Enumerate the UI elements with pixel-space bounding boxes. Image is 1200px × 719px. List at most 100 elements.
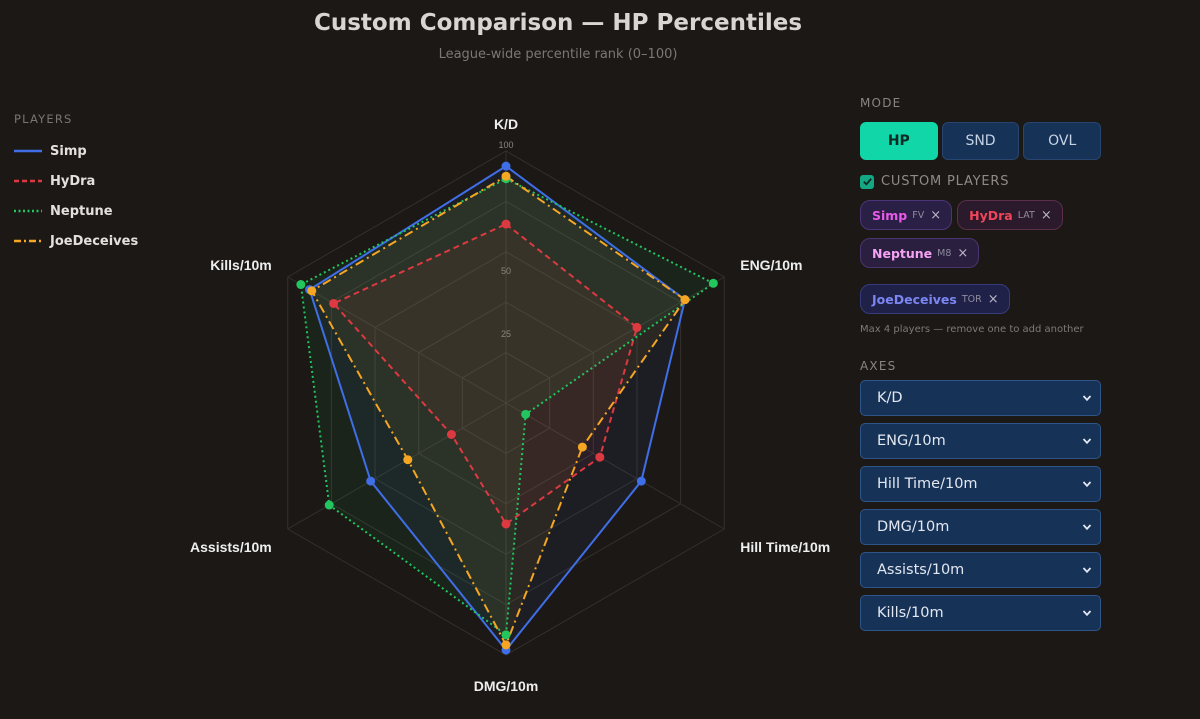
legend-item-joedeceives[interactable]: JoeDeceives (14, 226, 138, 256)
radar-chart: 25 50 100 K/D ENG/10m Hill Time/10m DMG/10m Ass… (190, 116, 830, 694)
chip-player-name: JoeDeceives (872, 291, 957, 307)
chip-team-tag: LAT (1017, 209, 1035, 221)
player-chip-hydra: HyDra LAT × (957, 200, 1063, 230)
data-point-neptune-2[interactable] (708, 278, 718, 288)
player-chip-neptune: Neptune M8 × (860, 238, 980, 268)
player-chips: Simp FV × HyDra LAT × Neptune M8 × JoeDe… (860, 200, 1101, 314)
chip-team-tag: TOR (961, 293, 982, 305)
legend-swatch-joedeceives (14, 239, 42, 243)
chevron-down-icon (1082, 438, 1092, 445)
mode-button-hp[interactable]: HP (860, 122, 938, 160)
radar-areas (300, 166, 714, 650)
grid-spoke-6 (287, 276, 507, 404)
chevron-down-icon (1082, 481, 1092, 488)
axis-label-1: K/D (494, 116, 518, 132)
mode-toggle-group: HP SND OVL (860, 122, 1102, 160)
axis-select-value: Hill Time/10m (877, 476, 978, 492)
custom-players-toggle[interactable]: CUSTOM PLAYERS (860, 174, 1101, 189)
data-point-hydra-2[interactable] (632, 322, 642, 332)
axis-select-1[interactable]: K/D (860, 380, 1101, 416)
chip-team-tag: M8 (937, 247, 952, 259)
data-point-neptune-3[interactable] (521, 409, 531, 419)
axis-select-value: DMG/10m (877, 519, 950, 535)
radar-labels: 25 50 100 K/D ENG/10m Hill Time/10m DMG/10m Ass… (190, 116, 830, 694)
legend-swatch-hydra (14, 179, 42, 183)
mode-heading: MODE (860, 96, 902, 110)
custom-players-label: CUSTOM PLAYERS (881, 174, 1010, 189)
chevron-down-icon (1082, 567, 1092, 574)
data-point-joedeceives-2[interactable] (680, 295, 690, 305)
remove-player-button[interactable]: × (930, 207, 942, 223)
tick-label: 100 (498, 140, 513, 150)
axis-select-4[interactable]: DMG/10m (860, 509, 1101, 545)
max-players-note: Max 4 players — remove one to add anothe… (860, 324, 1084, 335)
remove-player-button[interactable]: × (987, 291, 999, 307)
data-point-simp-5[interactable] (366, 476, 376, 486)
data-point-hydra-3[interactable] (595, 452, 605, 462)
mode-button-snd[interactable]: SND (941, 122, 1020, 160)
axis-label-4: DMG/10m (474, 678, 539, 694)
legend-label: JoeDeceives (50, 233, 139, 249)
chevron-down-icon (1082, 395, 1092, 402)
checkmark-icon (862, 178, 872, 186)
series-area-hydra (333, 224, 637, 524)
custom-players-checkbox[interactable] (860, 174, 874, 189)
axis-label-3: Hill Time/10m (740, 539, 830, 555)
axes-heading: AXES (860, 359, 897, 373)
legend-label: HyDra (50, 173, 96, 189)
legend-item-simp[interactable]: Simp (14, 136, 138, 166)
legend: PLAYERS Simp HyDra Neptune JoeDeceives (14, 112, 138, 256)
chip-team-tag: FV (912, 209, 925, 221)
axis-select-value: ENG/10m (877, 433, 946, 449)
grid-spoke-3 (505, 402, 725, 530)
axis-label-2: ENG/10m (740, 257, 802, 273)
chevron-down-icon (1082, 610, 1092, 617)
data-point-simp-3[interactable] (636, 476, 646, 486)
mode-button-ovl[interactable]: OVL (1023, 122, 1102, 160)
chip-player-name: Simp (872, 207, 908, 223)
axis-label-6: Kills/10m (210, 257, 271, 273)
axis-label-5: Assists/10m (190, 539, 272, 555)
data-point-hydra-1[interactable] (501, 219, 511, 229)
data-point-joedeceives-3[interactable] (577, 442, 587, 452)
legend-swatch-neptune (14, 209, 42, 213)
data-point-neptune-4[interactable] (501, 630, 511, 640)
data-point-simp-1[interactable] (501, 161, 511, 171)
axis-select-2[interactable]: ENG/10m (860, 423, 1101, 459)
data-point-neptune-6[interactable] (296, 280, 306, 290)
axis-select-value: K/D (877, 390, 903, 406)
radar-points (296, 161, 718, 655)
page-subtitle: League-wide percentile rank (0–100) (438, 47, 678, 62)
legend-item-hydra[interactable]: HyDra (14, 166, 138, 196)
data-point-neptune-5[interactable] (324, 500, 334, 510)
grid-spoke-5 (287, 402, 507, 530)
legend-swatch-simp (14, 149, 42, 153)
data-point-joedeceives-1[interactable] (501, 171, 511, 181)
axis-select-3[interactable]: Hill Time/10m (860, 466, 1101, 502)
remove-player-button[interactable]: × (957, 245, 969, 261)
legend-item-neptune[interactable]: Neptune (14, 196, 138, 226)
chip-player-name: HyDra (969, 207, 1013, 223)
axis-select-value: Kills/10m (877, 605, 944, 621)
tick-label: 50 (501, 266, 511, 276)
remove-player-button[interactable]: × (1040, 207, 1052, 223)
data-point-joedeceives-5[interactable] (403, 455, 413, 465)
data-point-joedeceives-4[interactable] (501, 640, 511, 650)
chevron-down-icon (1082, 524, 1092, 531)
radar-grid (287, 150, 725, 656)
chip-player-name: Neptune (872, 245, 933, 261)
tick-label: 25 (501, 329, 511, 339)
axis-select-5[interactable]: Assists/10m (860, 552, 1101, 588)
control-panel: MODE HP SND OVL CUSTOM PLAYERS Simp FV ×… (860, 96, 1102, 631)
series-area-neptune (300, 178, 714, 635)
data-point-hydra-4[interactable] (501, 519, 511, 529)
data-point-joedeceives-6[interactable] (307, 286, 317, 296)
data-point-hydra-5[interactable] (446, 430, 456, 439)
legend-label: Simp (50, 143, 87, 159)
legend-heading: PLAYERS (14, 112, 73, 126)
player-chip-joedeceives: JoeDeceives TOR × (860, 284, 1010, 314)
axis-select-6[interactable]: Kills/10m (860, 595, 1101, 631)
data-point-hydra-6[interactable] (329, 298, 339, 308)
player-chip-simp: Simp FV × (860, 200, 953, 230)
